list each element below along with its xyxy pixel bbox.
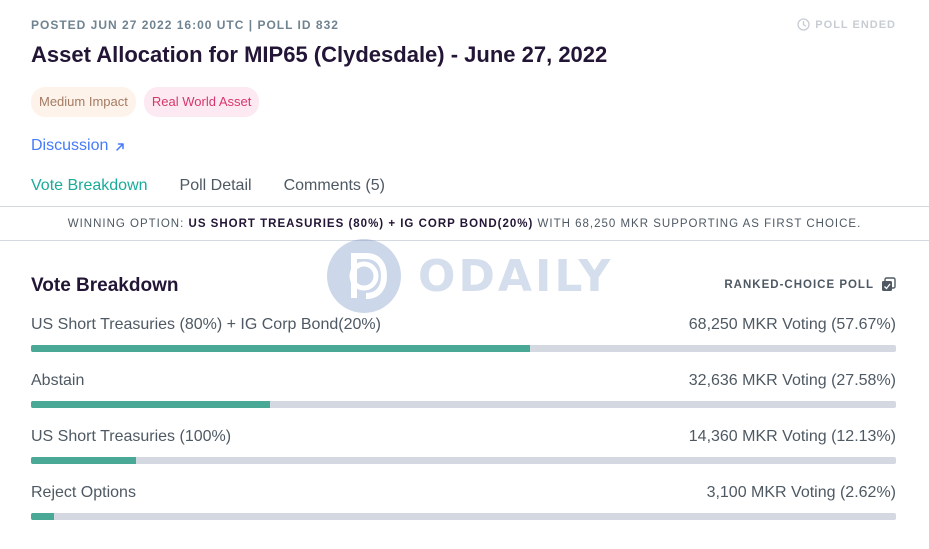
- discussion-link[interactable]: Discussion: [31, 137, 126, 155]
- option-bar: [31, 513, 896, 520]
- copy-icon[interactable]: [881, 277, 896, 292]
- odaily-logo-icon: [326, 238, 402, 314]
- tab-vote-breakdown[interactable]: Vote Breakdown: [31, 177, 148, 194]
- option-votes: 32,636 MKR Voting (27.58%): [688, 372, 896, 389]
- option-bar-fill: [31, 345, 530, 352]
- option-bar-fill: [31, 513, 54, 520]
- option-label: Reject Options: [31, 484, 136, 501]
- poll-title: Asset Allocation for MIP65 (Clydesdale) …: [31, 42, 608, 67]
- tag-real-world-asset[interactable]: Real World Asset: [143, 87, 260, 117]
- tab-poll-detail[interactable]: Poll Detail: [179, 177, 252, 194]
- vote-option: Abstain 32,636 MKR Voting (27.58%): [31, 372, 896, 428]
- poll-meta: POSTED JUN 27 2022 16:00 UTC | POLL ID 8…: [31, 18, 339, 32]
- poll-type-label: RANKED-CHOICE POLL: [724, 278, 874, 291]
- tab-comments[interactable]: Comments (5): [283, 177, 385, 194]
- option-bar-fill: [31, 401, 270, 408]
- option-label: Abstain: [31, 372, 85, 389]
- meta-row: POSTED JUN 27 2022 16:00 UTC | POLL ID 8…: [31, 18, 896, 34]
- poll-status: POLL ENDED: [797, 18, 896, 31]
- option-votes: 3,100 MKR Voting (2.62%): [706, 484, 896, 501]
- option-label: US Short Treasuries (100%): [31, 428, 232, 445]
- option-bar-fill: [31, 457, 136, 464]
- option-label: US Short Treasuries (80%) + IG Corp Bond…: [31, 316, 381, 333]
- option-bar: [31, 345, 896, 352]
- tag-medium-impact[interactable]: Medium Impact: [31, 87, 136, 117]
- winner-suffix: WITH 68,250 MKR SUPPORTING AS FIRST CHOI…: [537, 217, 862, 230]
- winning-option-banner: WINNING OPTION: US SHORT TREASURIES (80%…: [0, 206, 929, 241]
- vote-options: US Short Treasuries (80%) + IG Corp Bond…: [31, 316, 896, 540]
- winner-prefix: WINNING OPTION:: [67, 217, 185, 230]
- vote-option: Reject Options 3,100 MKR Voting (2.62%): [31, 484, 896, 540]
- vote-option: US Short Treasuries (80%) + IG Corp Bond…: [31, 316, 896, 372]
- option-bar: [31, 401, 896, 408]
- watermark: ODAILY: [326, 238, 613, 314]
- vote-option: US Short Treasuries (100%) 14,360 MKR Vo…: [31, 428, 896, 484]
- poll-type: RANKED-CHOICE POLL: [724, 277, 896, 292]
- poll-status-label: POLL ENDED: [815, 18, 896, 31]
- clock-icon: [797, 18, 810, 31]
- winner-option: US SHORT TREASURIES (80%) + IG CORP BOND…: [188, 217, 534, 230]
- tab-bar: Vote Breakdown Poll Detail Comments (5): [31, 177, 385, 195]
- option-bar: [31, 457, 896, 464]
- option-votes: 14,360 MKR Voting (12.13%): [688, 428, 896, 445]
- watermark-text: ODAILY: [418, 250, 614, 302]
- vote-breakdown-title: Vote Breakdown: [31, 275, 179, 296]
- option-votes: 68,250 MKR Voting (57.67%): [688, 316, 896, 333]
- arrow-up-right-icon: [114, 140, 126, 152]
- tag-list: Medium Impact Real World Asset: [31, 87, 260, 117]
- discussion-label: Discussion: [31, 137, 109, 154]
